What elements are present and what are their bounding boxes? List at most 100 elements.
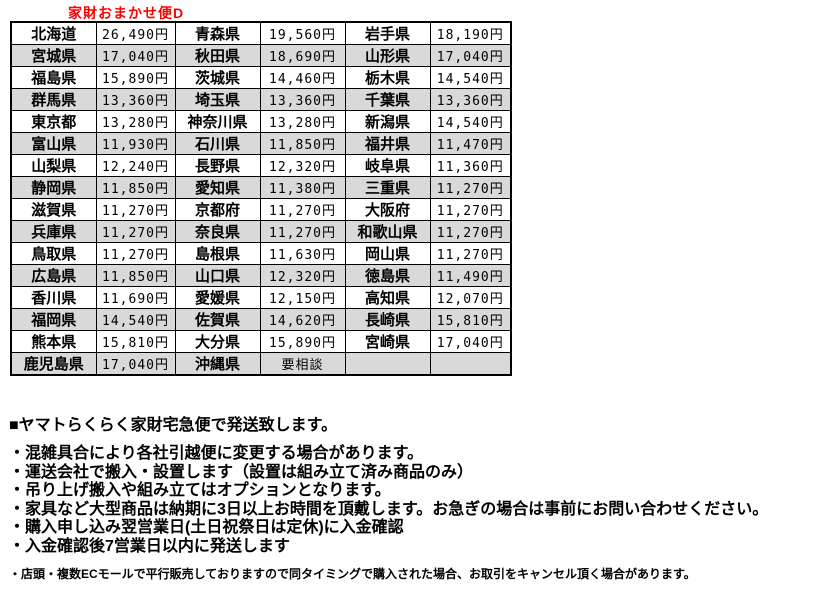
prefecture-cell: 三重県 <box>344 176 431 199</box>
notes-heading: ■ヤマトらくらく家財宅急便で発送致します。 <box>9 417 338 434</box>
prefecture-cell: 富山県 <box>10 132 97 155</box>
price-cell: 15,890円 <box>259 330 346 353</box>
prefecture-cell: 福島県 <box>10 66 97 89</box>
prefecture-cell: 北海道 <box>10 21 97 45</box>
price-cell: 18,190円 <box>429 21 512 45</box>
prefecture-cell: 和歌山県 <box>344 220 431 243</box>
price-cell: 11,380円 <box>259 176 346 199</box>
prefecture-cell: 鹿児島県 <box>10 352 97 376</box>
price-cell: 17,040円 <box>429 44 512 67</box>
table-row: 群馬県 13,360円 埼玉県 13,360円 千葉県 13,360円 <box>10 88 512 111</box>
table-row: 滋賀県 11,270円 京都府 11,270円 大阪府 11,270円 <box>10 198 512 221</box>
prefecture-cell: 鳥取県 <box>10 242 97 265</box>
price-cell: 15,890円 <box>95 66 176 89</box>
prefecture-cell: 東京都 <box>10 110 97 133</box>
price-cell: 11,630円 <box>259 242 346 265</box>
price-cell: 11,690円 <box>95 286 176 309</box>
table-row: 山梨県 12,240円 長野県 12,320円 岐阜県 11,360円 <box>10 154 512 177</box>
prefecture-cell: 福井県 <box>344 132 431 155</box>
table-row: 宮城県 17,040円 秋田県 18,690円 山形県 17,040円 <box>10 44 512 67</box>
note-item: ・家具など大型商品は納期に3日以上お時間を頂戴します。お急ぎの場合は事前にお問い… <box>9 500 769 518</box>
price-cell <box>429 352 512 376</box>
price-cell: 12,150円 <box>259 286 346 309</box>
prefecture-cell: 宮崎県 <box>344 330 431 353</box>
prefecture-cell: 山梨県 <box>10 154 97 177</box>
price-cell: 要相談 <box>259 352 346 376</box>
table-row: 鳥取県 11,270円 島根県 11,630円 岡山県 11,270円 <box>10 242 512 265</box>
prefecture-cell: 栃木県 <box>344 66 431 89</box>
note-item: ・運送会社で搬入・設置します（設置は組み立て済み商品のみ） <box>9 463 474 481</box>
prefecture-cell: 高知県 <box>344 286 431 309</box>
price-cell: 11,360円 <box>429 154 512 177</box>
price-cell: 11,470円 <box>429 132 512 155</box>
prefecture-cell: 岡山県 <box>344 242 431 265</box>
price-cell: 13,360円 <box>95 88 176 111</box>
prefecture-cell: 滋賀県 <box>10 198 97 221</box>
prefecture-cell: 大阪府 <box>344 198 431 221</box>
price-cell: 17,040円 <box>429 330 512 353</box>
note-item: ・購入申し込み翌営業日(土日祝祭日は定休)に入金確認 <box>9 519 404 537</box>
prefecture-cell: 茨城県 <box>174 66 261 89</box>
price-cell: 12,320円 <box>259 154 346 177</box>
price-cell: 11,850円 <box>259 132 346 155</box>
price-cell: 11,270円 <box>95 198 176 221</box>
price-cell: 26,490円 <box>95 21 176 45</box>
price-cell: 15,810円 <box>95 330 176 353</box>
price-cell: 12,240円 <box>95 154 176 177</box>
prefecture-cell: 長野県 <box>174 154 261 177</box>
shipping-notes: ■ヤマトらくらく家財宅急便で発送致します。 ・混雑具合により各社引越便に変更する… <box>9 411 817 582</box>
price-cell: 12,070円 <box>429 286 512 309</box>
prefecture-cell: 京都府 <box>174 198 261 221</box>
prefecture-cell: 愛媛県 <box>174 286 261 309</box>
table-row: 東京都 13,280円 神奈川県 13,280円 新潟県 14,540円 <box>10 110 512 133</box>
prefecture-cell: 千葉県 <box>344 88 431 111</box>
table-row: 広島県 11,850円 山口県 12,320円 徳島県 11,490円 <box>10 264 512 287</box>
price-cell: 18,690円 <box>259 44 346 67</box>
price-cell: 11,490円 <box>429 264 512 287</box>
price-cell: 11,270円 <box>259 220 346 243</box>
prefecture-cell: 秋田県 <box>174 44 261 67</box>
prefecture-cell: 広島県 <box>10 264 97 287</box>
price-cell: 14,540円 <box>429 66 512 89</box>
table-row: 静岡県 11,850円 愛知県 11,380円 三重県 11,270円 <box>10 176 512 199</box>
prefecture-cell: 神奈川県 <box>174 110 261 133</box>
notes-fine-print: ・店頭・複数ECモールで平行販売しておりますので同タイミングで購入された場合、お… <box>9 566 696 581</box>
price-cell: 14,540円 <box>429 110 512 133</box>
prefecture-cell: 静岡県 <box>10 176 97 199</box>
table-row: 福岡県 14,540円 佐賀県 14,620円 長崎県 15,810円 <box>10 308 512 331</box>
prefecture-cell: 兵庫県 <box>10 220 97 243</box>
table-row: 熊本県 15,810円 大分県 15,890円 宮崎県 17,040円 <box>10 330 512 353</box>
table-title: 家財おまかせ便D <box>68 5 185 21</box>
prefecture-cell: 山形県 <box>344 44 431 67</box>
price-cell: 13,280円 <box>95 110 176 133</box>
table-row: 香川県 11,690円 愛媛県 12,150円 高知県 12,070円 <box>10 286 512 309</box>
price-cell: 13,280円 <box>259 110 346 133</box>
price-cell: 15,810円 <box>429 308 512 331</box>
price-cell: 14,460円 <box>259 66 346 89</box>
table-row: 福島県 15,890円 茨城県 14,460円 栃木県 14,540円 <box>10 66 512 89</box>
prefecture-cell: 熊本県 <box>10 330 97 353</box>
price-cell: 11,270円 <box>429 220 512 243</box>
price-cell: 11,930円 <box>95 132 176 155</box>
price-cell: 11,850円 <box>95 264 176 287</box>
prefecture-cell: 山口県 <box>174 264 261 287</box>
prefecture-cell: 愛知県 <box>174 176 261 199</box>
price-cell: 12,320円 <box>259 264 346 287</box>
price-cell: 13,360円 <box>429 88 512 111</box>
prefecture-cell: 佐賀県 <box>174 308 261 331</box>
note-item: ・入金確認後7営業日以内に発送します <box>9 537 290 555</box>
prefecture-cell: 福岡県 <box>10 308 97 331</box>
prefecture-cell: 新潟県 <box>344 110 431 133</box>
price-cell: 11,270円 <box>429 198 512 221</box>
prefecture-cell <box>344 352 431 376</box>
prefecture-cell: 奈良県 <box>174 220 261 243</box>
prefecture-cell: 大分県 <box>174 330 261 353</box>
notes-list: ・混雑具合により各社引越便に変更する場合があります。 ・運送会社で搬入・設置します… <box>9 445 817 557</box>
price-cell: 11,270円 <box>429 176 512 199</box>
shipping-table-body: 北海道 26,490円 青森県 19,560円 岩手県 18,190円 宮城県 17,040円… <box>10 21 512 376</box>
price-cell: 14,540円 <box>95 308 176 331</box>
table-row: 北海道 26,490円 青森県 19,560円 岩手県 18,190円 <box>10 21 512 45</box>
prefecture-cell: 長崎県 <box>344 308 431 331</box>
prefecture-cell: 岐阜県 <box>344 154 431 177</box>
prefecture-cell: 香川県 <box>10 286 97 309</box>
